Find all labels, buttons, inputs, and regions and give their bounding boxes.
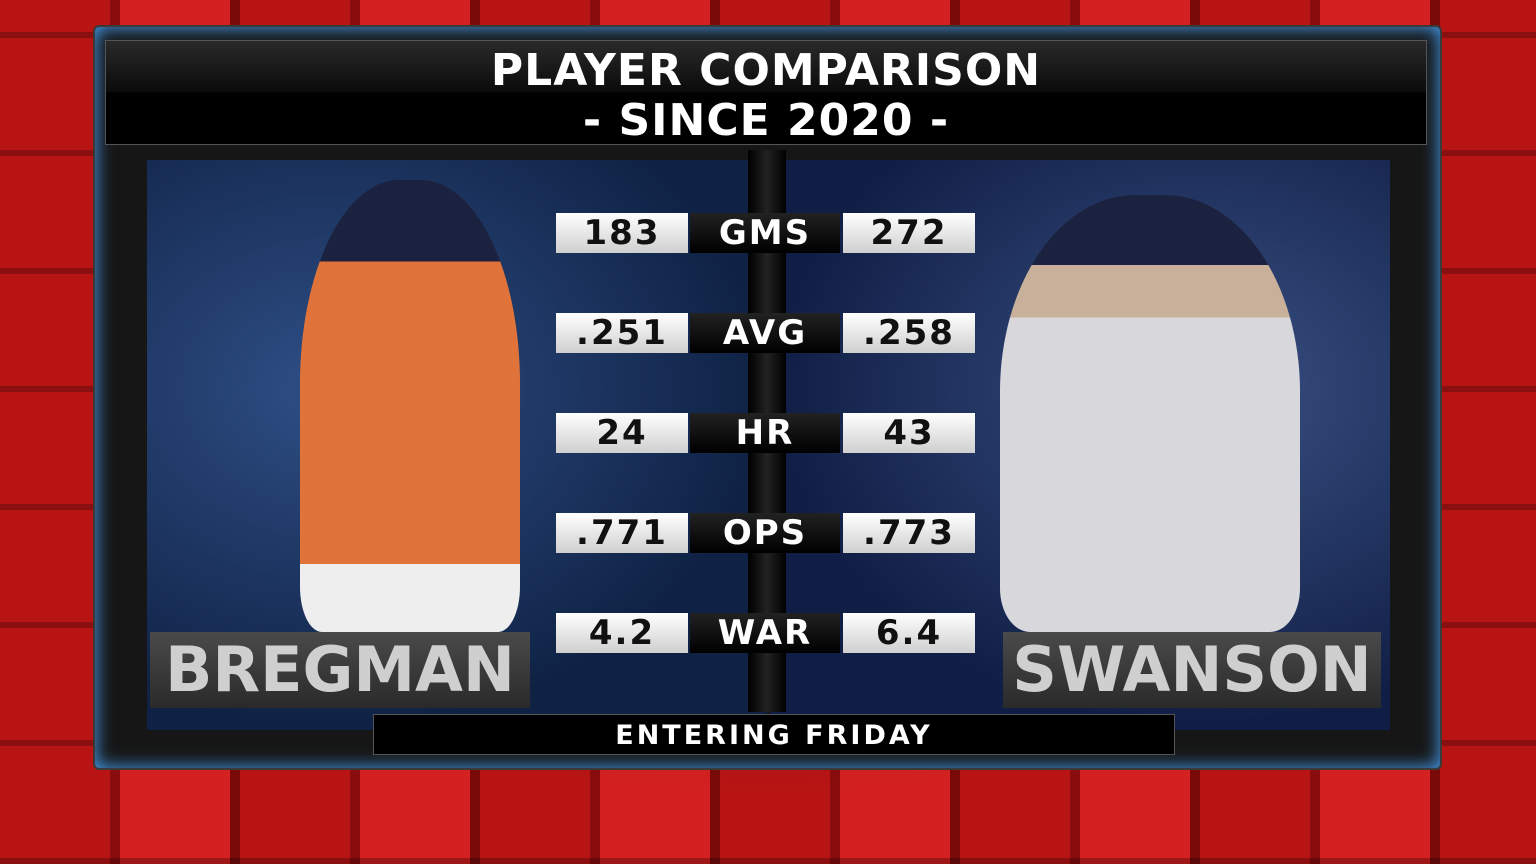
- title-bar: PLAYER COMPARISON - SINCE 2020 -: [105, 40, 1427, 146]
- right-value: 6.4: [843, 613, 975, 653]
- stat-label: OPS: [690, 513, 840, 553]
- stat-label: GMS: [690, 213, 840, 253]
- footer: ENTERING FRIDAY: [373, 714, 1175, 755]
- right-value: .773: [843, 513, 975, 553]
- left-value: 183: [556, 213, 688, 253]
- subtitle: - SINCE 2020 -: [582, 95, 950, 146]
- left-player-photo: [300, 180, 520, 632]
- right-value: 43: [843, 413, 975, 453]
- stat-label: HR: [690, 413, 840, 453]
- stat-label: WAR: [690, 613, 840, 653]
- right-value: 272: [843, 213, 975, 253]
- right-value: .258: [843, 313, 975, 353]
- left-value: .251: [556, 313, 688, 353]
- right-player-photo: [1000, 195, 1300, 632]
- left-player-name: BREGMAN: [150, 632, 530, 708]
- left-value: 24: [556, 413, 688, 453]
- left-value: 4.2: [556, 613, 688, 653]
- title: PLAYER COMPARISON: [490, 45, 1042, 96]
- stat-label: AVG: [690, 313, 840, 353]
- right-player-name: SWANSON: [1003, 632, 1381, 708]
- left-value: .771: [556, 513, 688, 553]
